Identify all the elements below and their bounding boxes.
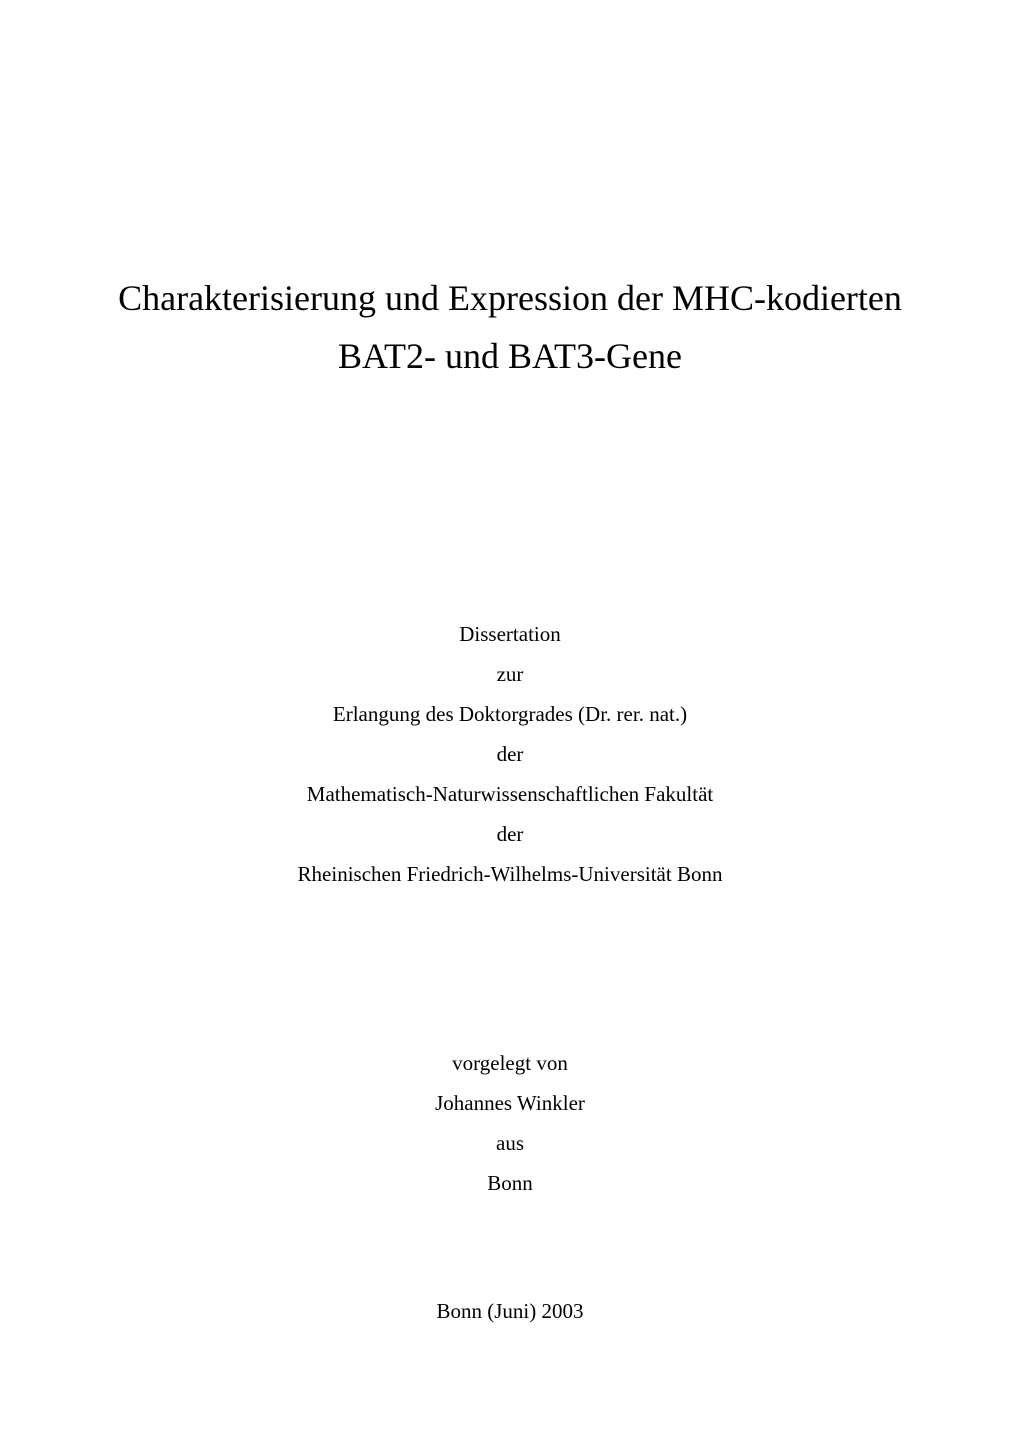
author-line: aus — [100, 1124, 920, 1164]
submission-date: Bonn (Juni) 2003 — [100, 1299, 920, 1324]
dissertation-line: Erlangung des Doktorgrades (Dr. rer. nat… — [100, 695, 920, 735]
author-line: vorgelegt von — [100, 1044, 920, 1084]
dissertation-line: Rheinischen Friedrich-Wilhelms-Universit… — [100, 855, 920, 895]
author-name: Johannes Winkler — [100, 1084, 920, 1124]
title-block: Charakterisierung und Expression der MHC… — [100, 270, 920, 385]
author-block: vorgelegt von Johannes Winkler aus Bonn — [100, 1044, 920, 1204]
dissertation-line: Mathematisch-Naturwissenschaftlichen Fak… — [100, 775, 920, 815]
title-line-1: Charakterisierung und Expression der MHC… — [100, 270, 920, 328]
title-line-2: BAT2- und BAT3-Gene — [100, 328, 920, 386]
date-block: Bonn (Juni) 2003 — [100, 1299, 920, 1324]
dissertation-line: zur — [100, 655, 920, 695]
author-city: Bonn — [100, 1164, 920, 1204]
title-page: Charakterisierung und Expression der MHC… — [0, 0, 1020, 1443]
dissertation-block: Dissertation zur Erlangung des Doktorgra… — [100, 615, 920, 894]
dissertation-line: der — [100, 735, 920, 775]
dissertation-line: der — [100, 815, 920, 855]
dissertation-line: Dissertation — [100, 615, 920, 655]
